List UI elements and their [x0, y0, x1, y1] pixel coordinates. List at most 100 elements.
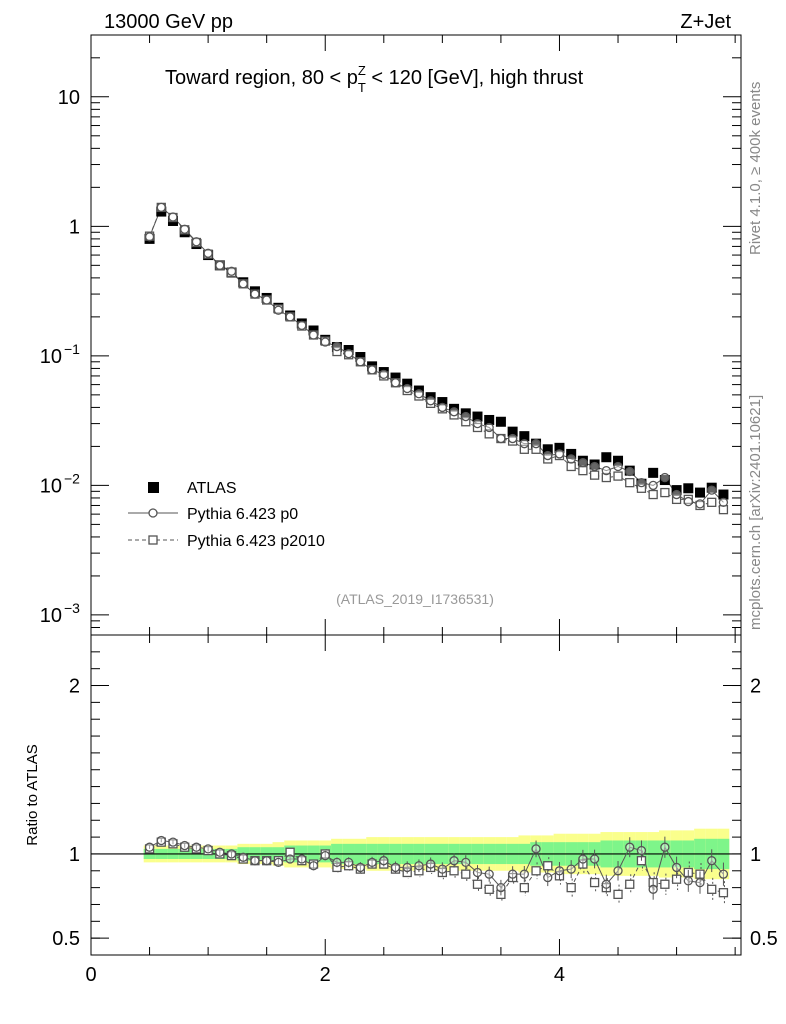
ratio-p0-point: [168, 837, 178, 847]
ratio-p0-point: [344, 857, 354, 868]
atlas-point: [695, 487, 706, 498]
ratio-p2010-point: [519, 882, 529, 893]
p0-point: [484, 422, 494, 433]
atlas-point: [577, 455, 588, 466]
ratio-p2010-point: [472, 879, 483, 889]
atlas-point: [542, 444, 553, 455]
p0-point: [496, 433, 506, 444]
ratio-p0-point: [320, 850, 330, 861]
atlas-point: [472, 411, 483, 422]
ratio-frame: [90, 634, 742, 956]
ratio-p2010-point: [461, 869, 471, 879]
ratio-p2010-point: [718, 888, 729, 898]
p2010-point: [449, 410, 459, 420]
p0-point: [203, 248, 213, 258]
p0-point: [437, 402, 448, 413]
p0-point: [226, 266, 237, 276]
atlas-point: [355, 352, 366, 363]
y-tick-label: 10: [58, 87, 80, 109]
energy-label: 13000 GeV pp: [104, 11, 233, 33]
p0-point: [589, 461, 600, 472]
p2010-point: [425, 398, 436, 408]
atlas-point: [507, 426, 518, 437]
p0-point: [344, 349, 354, 359]
legend-atlas-marker: [148, 482, 159, 493]
x-tick-label: 0: [85, 964, 96, 986]
x-tick-label: 2: [320, 964, 331, 986]
ratio-tick-label-left: 1: [69, 844, 80, 866]
x-tick-label: 4: [554, 964, 565, 986]
p0-point: [718, 497, 729, 507]
p0-point: [472, 418, 483, 429]
p2010-point: [625, 478, 635, 488]
title-suffix: < 120 [GeV], high thrust: [366, 67, 584, 89]
ratio-p0-point: [379, 856, 389, 866]
p0-point: [554, 449, 565, 459]
ratio-p0-point: [414, 861, 424, 871]
p0-point: [660, 472, 670, 483]
atlas-point: [495, 416, 506, 427]
p0-point: [671, 489, 682, 500]
ratio-p0-point: [390, 862, 401, 873]
y-tick-exponent: −2: [64, 470, 80, 486]
p0-point: [262, 295, 272, 305]
p0-point: [507, 433, 518, 444]
title-prefix: Toward region, 80 < p: [165, 67, 358, 89]
p0-point: [144, 232, 155, 242]
ratio-p0-point: [238, 852, 248, 862]
ratio-p0-point: [203, 844, 213, 854]
p2010-point: [484, 429, 494, 439]
ratio-p2010-point: [589, 877, 600, 888]
p0-point: [425, 396, 436, 406]
ratio-p2010-point: [531, 866, 541, 876]
ratio-p0-point: [425, 859, 436, 869]
p0-point: [578, 457, 588, 468]
ratio-p0-point: [332, 857, 342, 868]
ratio-tick-label-right: 1: [750, 844, 761, 866]
atlas-point: [566, 448, 577, 459]
ratio-p0-point: [484, 869, 494, 879]
ratio-p0-point: [613, 866, 623, 876]
p0-point: [297, 320, 307, 331]
p0-point: [215, 260, 225, 270]
ratio-axis-ticks: 2 2 1 1 0.5 0.5: [52, 635, 778, 955]
side-rivet-label: Rivet 4.1.0, ≥ 400k events: [747, 82, 764, 255]
ratio-p0-point: [355, 862, 366, 873]
atlas-point: [589, 459, 600, 470]
ratio-p0-point: [718, 869, 729, 879]
p0-point: [648, 480, 658, 491]
ratio-p0-point: [671, 862, 682, 873]
ratio-p2010-point: [449, 866, 459, 876]
atlas-point: [648, 467, 659, 478]
atlas-point: [484, 414, 495, 425]
ratio-p0-point: [308, 861, 319, 871]
ratio-p0-point: [566, 864, 576, 874]
ratio-p2010-point: [613, 889, 623, 900]
ratio-p0-point: [695, 877, 705, 888]
p0-point: [519, 439, 529, 449]
legend-p0-label: Pythia 6.423 p0: [187, 506, 298, 523]
ratio-p0-point: [144, 842, 155, 852]
process-label: Z+Jet: [680, 11, 731, 33]
ratio-p2010-point: [543, 861, 553, 871]
p2010-point: [707, 497, 717, 507]
y-tick-label: 1: [69, 216, 80, 238]
ratio-p0-point: [472, 867, 483, 878]
ratio-p0-point: [156, 835, 166, 846]
p2010-point: [613, 471, 623, 481]
p0-point: [250, 289, 260, 299]
p0-point: [156, 202, 166, 213]
ratio-p0-point: [273, 857, 284, 868]
p0-point: [402, 383, 412, 394]
legend-p2010-marker: [148, 535, 158, 545]
p0-point: [449, 407, 459, 417]
atlas-point: [706, 482, 717, 493]
p2010-point: [531, 444, 541, 454]
p0-point: [355, 357, 366, 367]
p0-point: [168, 212, 178, 222]
atlas-point: [413, 385, 424, 396]
p0-point: [379, 369, 389, 379]
